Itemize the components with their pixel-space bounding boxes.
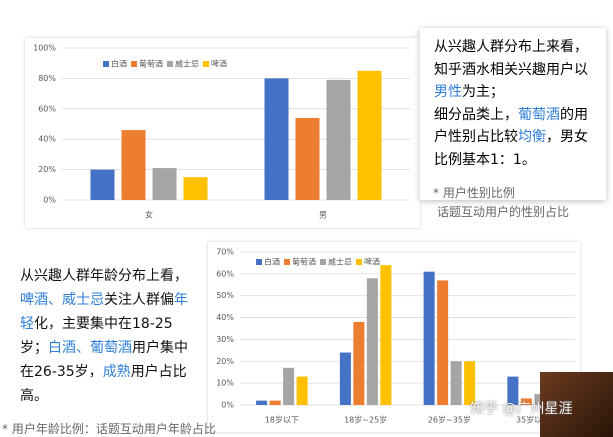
y-tick-label: 40% [38, 135, 56, 144]
bar [366, 278, 378, 405]
gender-text: 从兴趣人群分布上来看，知乎酒水相关兴趣用户以男性为主； 细分品类上，葡萄酒的用户性… [434, 36, 598, 171]
text: 的用户性别占比较 [434, 106, 588, 146]
legend-swatch [167, 61, 173, 67]
y-tick-label: 50% [216, 291, 234, 300]
bar [283, 367, 295, 405]
bar [152, 168, 177, 200]
y-tick-label: 20% [216, 357, 234, 366]
highlight: 白酒、葡萄酒 [48, 340, 132, 356]
highlight: 成熟 [102, 364, 131, 380]
legend-label: 白酒 [264, 257, 280, 267]
highlight: 年轻 [20, 292, 188, 332]
bar [339, 352, 351, 405]
legend-label: 威士忌 [175, 59, 199, 69]
text: 关注人群偏 [104, 292, 174, 308]
legend-label: 白酒 [111, 59, 127, 69]
legend-label: 葡萄酒 [292, 257, 316, 267]
legend-label: 啤酒 [364, 257, 380, 267]
x-tick-label: 18岁以下 [265, 415, 299, 425]
y-tick-label: 10% [216, 379, 234, 388]
legend-swatch [356, 259, 362, 265]
bar [183, 177, 208, 200]
bar [264, 78, 289, 200]
bar [121, 130, 146, 200]
text: 用户集中在26-35岁， [20, 340, 188, 380]
y-tick-label: 0% [43, 196, 56, 205]
text: 化，主要集中在18-25岁； [20, 316, 173, 356]
y-tick-label: 100% [33, 44, 56, 53]
bar [295, 117, 320, 200]
legend-swatch [284, 259, 290, 265]
bar [507, 376, 519, 405]
x-tick-label: 26岁~35岁 [428, 415, 471, 425]
bar [464, 361, 476, 405]
legend-swatch [103, 61, 109, 67]
paragraph: 从兴趣人群年龄分布上看， 啤酒、威士忌关注人群偏年轻化，主要集中在18-25岁；白… [20, 264, 200, 408]
y-tick-label: 80% [38, 74, 56, 83]
bar [326, 79, 351, 200]
bar [357, 70, 382, 200]
legend-swatch [320, 259, 326, 265]
chart: 0% 10% 20% 30% 40% 50% 60% 70% 18岁以下 18岁~25岁 26岁~3… [216, 248, 575, 425]
legend-swatch [131, 61, 137, 67]
y-tick-label: 70% [216, 248, 234, 257]
y-tick-label: 20% [38, 165, 56, 174]
text: 细分品类上， [434, 106, 518, 123]
note: * 用户年龄比例：话题互动用户年龄占比 [2, 422, 216, 436]
decor-photo [540, 372, 613, 437]
paragraph: 细分品类上，葡萄酒的用户性别占比较均衡，男女比例基本1：1。 [434, 104, 598, 172]
bar [380, 265, 392, 405]
bar [450, 361, 462, 405]
x-tick-label: 女 [145, 210, 153, 220]
bar [90, 169, 115, 200]
age-text: 从兴趣人群年龄分布上看， 啤酒、威士忌关注人群偏年轻化，主要集中在18-25岁；白… [20, 264, 200, 408]
y-tick-label: 40% [216, 313, 234, 322]
bar [534, 394, 546, 405]
legend-label: 威士忌 [328, 257, 352, 267]
bar [520, 398, 532, 405]
y-tick-label: 0% [221, 401, 234, 410]
note: 话题互动用户的性别占比 [437, 205, 570, 219]
note: * 用户性别比例 [433, 186, 515, 200]
paragraph: 从兴趣人群分布上来看，知乎酒水相关兴趣用户以男性为主； [434, 36, 598, 104]
text: 从兴趣人群分布上来看，知乎酒水相关兴趣用户以 [434, 39, 588, 78]
x-tick-label: 35岁以上 [516, 415, 550, 425]
chart-card: 0% 10% 20% 30% 40% 50% 60% 70% 18岁以下 18岁~25岁 26岁~3… [208, 242, 580, 432]
legend-label: 啤酒 [211, 59, 227, 69]
text: ，男女比例基本1：1。 [434, 129, 588, 168]
bar [353, 321, 365, 405]
y-tick-label: 30% [216, 335, 234, 344]
highlight: 均衡 [518, 129, 546, 145]
text: 为主； [462, 84, 504, 100]
x-tick-label: 男 [319, 211, 327, 220]
legend-swatch [256, 259, 262, 265]
chart-card: 0% 20% 40% 60% 80% 100% 女 男 白酒 葡萄酒 威士忌 啤酒 [25, 38, 420, 228]
text: 用户占比高。 [20, 364, 187, 404]
bar [269, 400, 281, 405]
chart: 0% 20% 40% 60% 80% 100% 女 男 白酒 葡萄酒 威士忌 啤酒 [33, 44, 410, 220]
highlight: 葡萄酒 [518, 106, 560, 123]
legend-label: 葡萄酒 [139, 59, 163, 69]
text: 从兴趣人群年龄分布上看， [20, 268, 188, 284]
y-tick-label: 60% [216, 269, 234, 278]
legend-swatch [203, 61, 209, 67]
bar [437, 280, 449, 405]
text-card: 从兴趣人群分布上来看，知乎酒水相关兴趣用户以男性为主； 细分品类上，葡萄酒的用户性… [420, 28, 606, 200]
highlight: 啤酒、威士忌 [20, 292, 104, 308]
x-tick-label: 18岁~25岁 [344, 415, 387, 425]
bar [256, 400, 268, 405]
bar [423, 271, 435, 405]
bar [296, 376, 308, 405]
highlight: 男性 [434, 84, 462, 100]
watermark: 知乎 @广州星涯 [470, 401, 573, 417]
y-tick-label: 60% [38, 104, 56, 113]
